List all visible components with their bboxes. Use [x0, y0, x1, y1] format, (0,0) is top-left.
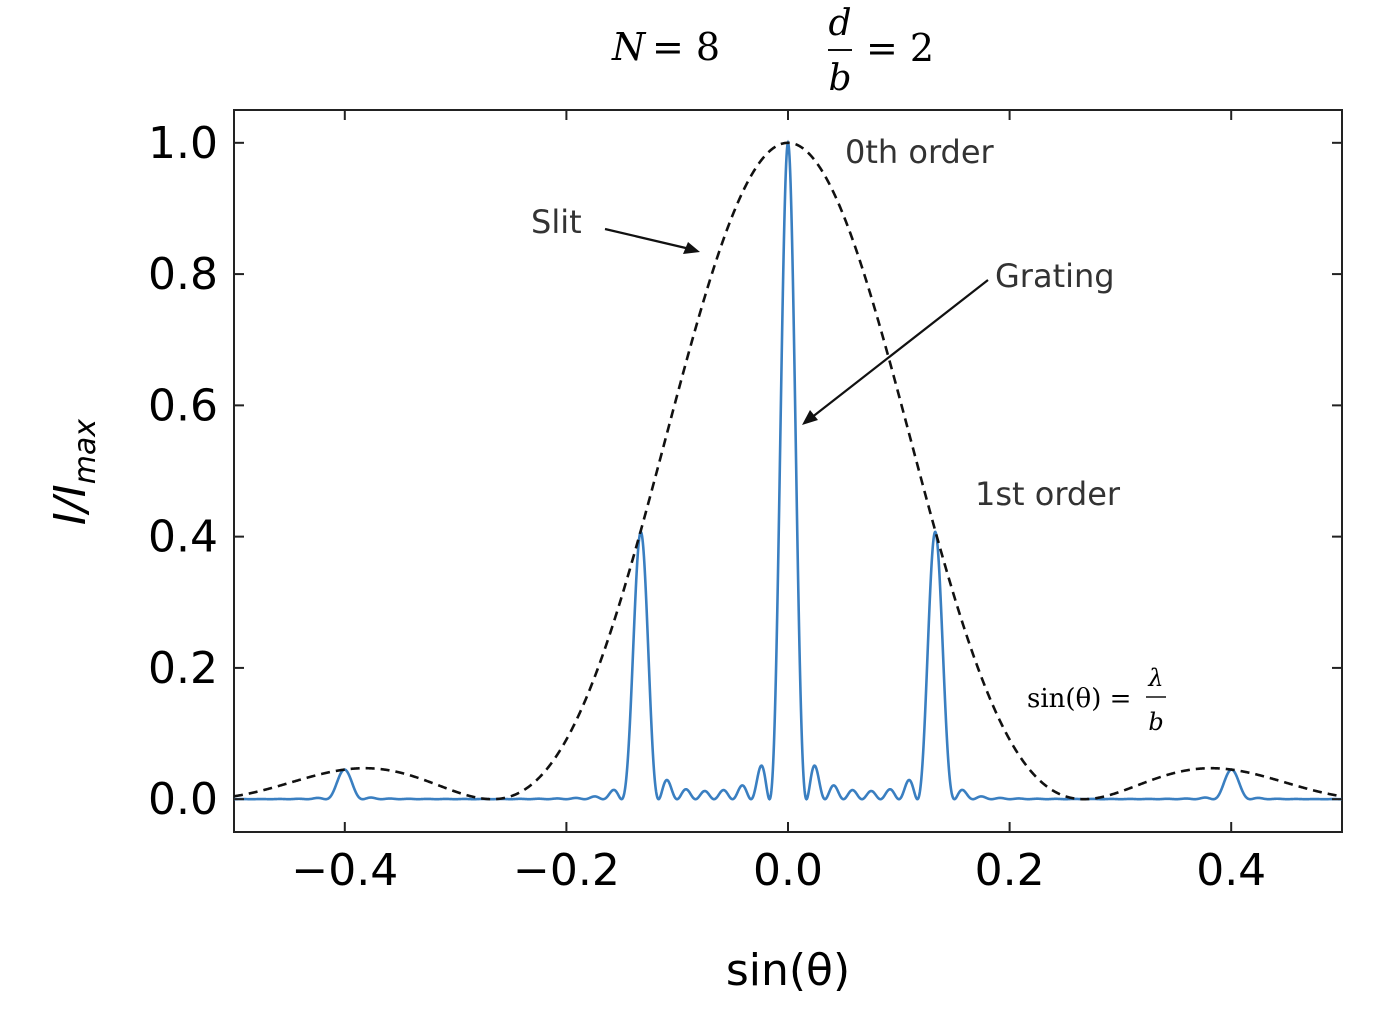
- y-tick-label: 1.0: [148, 118, 218, 169]
- series-grating-line: [234, 139, 1342, 801]
- x-tick-label: 0.2: [975, 845, 1045, 896]
- header-ratio-value: = 2: [866, 26, 934, 70]
- y-tick-label: 0.0: [148, 774, 218, 825]
- slit-arrow-line: [604, 227, 691, 251]
- annotation-first-order: 1st order: [975, 475, 1121, 513]
- x-tick-label: −0.4: [291, 845, 398, 896]
- y-axis-label-sub: max: [68, 419, 103, 485]
- annotation-slit: Slit: [531, 203, 582, 241]
- y-axis-label-main: I/I: [45, 484, 96, 525]
- header-ratio-denominator: b: [828, 58, 851, 99]
- x-tick-label: 0.0: [753, 845, 823, 896]
- formula-denominator: b: [1148, 708, 1163, 736]
- header-n-label: N: [611, 25, 647, 69]
- y-tick-label: 0.8: [148, 249, 218, 300]
- grating-arrow-head: [802, 410, 818, 425]
- chart-header: N = 8 d b = 2: [611, 3, 934, 99]
- x-ticks: −0.4 −0.2 0.0 0.2 0.4: [291, 110, 1266, 896]
- grating-arrow-line: [810, 279, 989, 419]
- formula-numerator: λ: [1147, 664, 1163, 692]
- x-tick-label: 0.4: [1196, 845, 1266, 896]
- x-tick-label: −0.2: [513, 845, 620, 896]
- y-axis-label: I/Imax: [45, 419, 103, 525]
- plot-frame: [233, 109, 1343, 833]
- y-tick-label: 0.4: [148, 512, 218, 563]
- curves-layer: [233, 139, 1343, 801]
- header-ratio-numerator: d: [828, 3, 851, 44]
- y-tick-label: 0.6: [148, 380, 218, 431]
- series-slit-line: [233, 141, 1343, 801]
- annotation-zeroth-order: 0th order: [845, 133, 995, 171]
- y-axis-label-group: I/Imax: [45, 419, 103, 525]
- slit-arrow-head: [683, 242, 700, 254]
- annotation-grating: Grating: [995, 257, 1115, 295]
- header-n-value: = 8: [652, 25, 720, 69]
- x-axis-label: sin(θ): [726, 945, 850, 996]
- formula-lhs: sin(θ) =: [1027, 684, 1131, 714]
- annotations: 0th order 1st order Slit Grating sin(θ) …: [531, 133, 1166, 736]
- y-ticks: 0.0 0.2 0.4 0.6 0.8 1.0: [148, 118, 1342, 825]
- y-tick-label: 0.2: [148, 643, 218, 694]
